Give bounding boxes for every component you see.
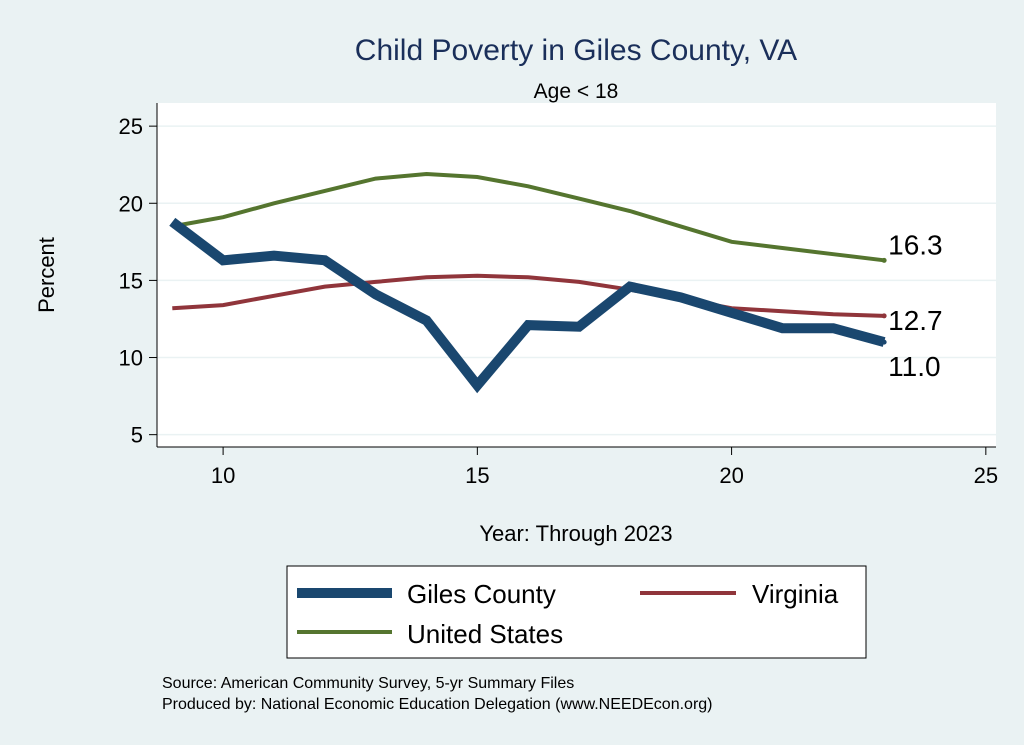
series-line-united-states	[171, 171, 885, 263]
end-point	[881, 313, 887, 319]
series-line-virginia	[172, 273, 885, 318]
x-tick-label: 10	[211, 463, 235, 488]
y-tick-label: 15	[119, 268, 143, 293]
end-value-label: 12.7	[888, 305, 943, 336]
x-axis-ticks: 10 15 20 25	[211, 447, 998, 488]
legend-label: Virginia	[752, 579, 839, 609]
x-tick-label: 15	[465, 463, 489, 488]
end-value-label: 16.3	[888, 229, 943, 260]
y-axis-ticks: 5 10 15 20 25	[119, 114, 157, 448]
end-labels: 11.0 12.7 16.3	[881, 229, 943, 382]
series-lines	[169, 171, 886, 394]
y-tick-label: 10	[119, 346, 143, 371]
legend-items: Giles County Virginia United States	[297, 579, 839, 649]
produced-by-note: Produced by: National Economic Education…	[162, 696, 713, 713]
x-axis-title: Year: Through 2023	[479, 521, 672, 546]
legend-label: United States	[407, 619, 563, 649]
legend-label: Giles County	[407, 579, 556, 609]
y-axis-title: Percent	[34, 237, 59, 313]
end-value-label: 11.0	[888, 351, 940, 382]
y-tick-label: 20	[119, 191, 143, 216]
y-tick-label: 25	[119, 114, 143, 139]
legend	[286, 565, 867, 659]
chart-title: Child Poverty in Giles County, VA	[355, 34, 797, 67]
y-tick-label: 5	[131, 423, 143, 448]
chart-subtitle: Age < 18	[534, 80, 619, 103]
source-note: Source: American Community Survey, 5-yr …	[162, 675, 574, 692]
end-point	[881, 339, 887, 345]
x-tick-label: 20	[719, 463, 743, 488]
plot-area	[157, 103, 996, 447]
x-tick-label: 25	[974, 463, 998, 488]
series-line-giles-county	[169, 217, 886, 394]
end-point	[881, 257, 887, 263]
